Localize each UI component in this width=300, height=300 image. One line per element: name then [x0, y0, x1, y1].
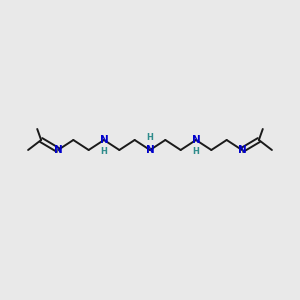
Text: N: N [54, 145, 62, 155]
Text: N: N [146, 145, 154, 155]
Text: H: H [147, 134, 153, 142]
Text: N: N [100, 135, 108, 145]
Text: H: H [193, 148, 200, 157]
Text: H: H [100, 148, 107, 157]
Text: N: N [192, 135, 200, 145]
Text: N: N [238, 145, 246, 155]
